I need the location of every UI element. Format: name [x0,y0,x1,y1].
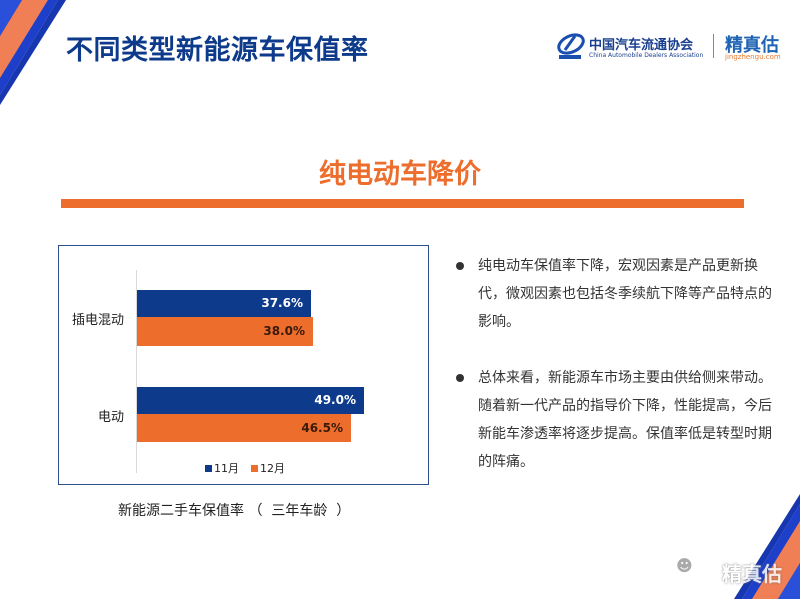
chart-category-axis [136,270,137,473]
bullet-item: 总体来看，新能源车市场主要由供给侧来带动。随着新一代产品的指导价下降，性能提高，… [450,364,780,476]
legend-swatch-12 [251,464,258,472]
cada-name: 中国汽车流通协会 [589,38,694,53]
section-subtitle: 纯电动车降价 [319,159,481,190]
bar-phev-11: 37.6% [137,290,311,317]
bullet-item: 纯电动车保值率下降，宏观因素是产品更新换代，微观因素也包括冬季续航下降等产品特点… [450,252,780,336]
legend-swatch-11 [205,464,212,472]
bullet-text: 纯电动车保值率下降，宏观因素是产品更新换代，微观因素也包括冬季续航下降等产品特点… [478,258,772,330]
page-title: 不同类型新能源车保值率 [66,35,369,66]
corner-decoration-top-left [0,0,66,105]
corner-decoration-bottom-right [734,494,800,599]
cada-english-name: China Automobile Dealers Association [589,52,704,59]
chart-caption: 新能源二手车保值率 （ 三年车龄 ） [118,503,351,519]
chart-frame [58,245,429,485]
bullet-text: 总体来看，新能源车市场主要由供给侧来带动。随着新一代产品的指导价下降，性能提高，… [478,370,772,470]
legend-label-11: 11月 [214,462,239,475]
subtitle-underline [61,199,744,208]
wechat-icon: ☻ [676,556,693,575]
cada-logo-icon [557,33,585,59]
bar-ev-11: 49.0% [137,387,364,414]
bullet-dot-icon [456,374,464,382]
logo-divider [713,34,714,58]
bar-ev-12: 46.5% [137,414,351,442]
jzg-logo-name: 精真估 [725,35,779,56]
category-label-ev: 电动 [97,410,124,425]
bullet-dot-icon [456,262,464,270]
category-label-phev: 插电混动 [71,313,124,328]
legend-item-12: 12月 [251,460,285,476]
bar-phev-12: 38.0% [137,317,313,346]
logo-group: 中国汽车流通协会 China Automobile Dealers Associ… [555,28,785,68]
jzg-logo-url: jingzhengu.com [725,53,781,61]
chart-legend: 11月 12月 [205,460,285,476]
footer-watermark: 精真估 [722,562,782,586]
legend-label-12: 12月 [260,462,285,475]
legend-item-11: 11月 [205,460,239,476]
bullet-list: 纯电动车保值率下降，宏观因素是产品更新换代，微观因素也包括冬季续航下降等产品特点… [450,252,780,504]
